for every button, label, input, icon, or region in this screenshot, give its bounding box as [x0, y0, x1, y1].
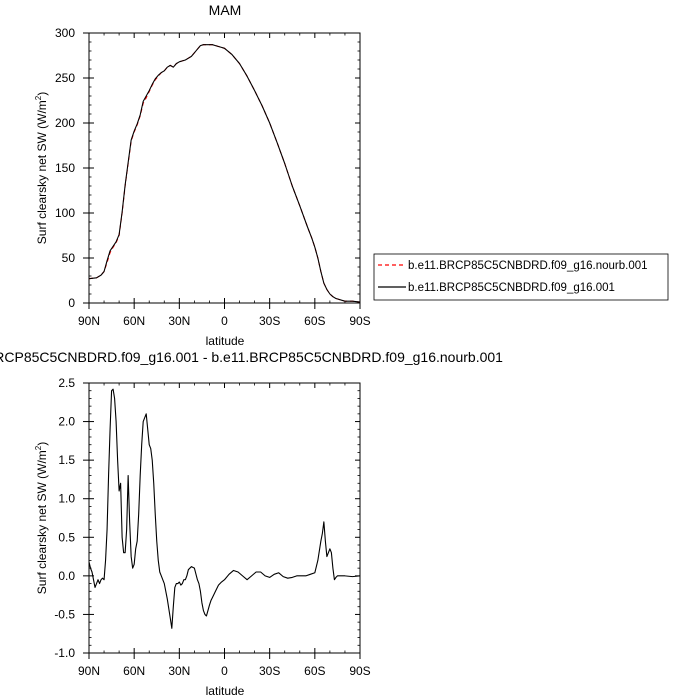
bottom-chart-series-group [88, 388, 361, 629]
bottom-chart-x-ticks: 90N 60N 30N 0 30S 60S 90S [78, 383, 371, 678]
series-line-1-0 [88, 388, 361, 629]
x-tick-label: 30S [259, 664, 280, 678]
y-tick-label: -1.0 [54, 646, 75, 660]
bottom-chart-x-axis-label: latitude [206, 684, 245, 698]
x-tick-label: 30S [259, 314, 280, 328]
x-tick-label: 60N [123, 664, 145, 678]
x-tick-label: 30N [168, 314, 190, 328]
legend-entry-urb: b.e11.BRCP85C5CNBDRD.f09_g16.001 [408, 282, 615, 294]
y-tick-label: 0.0 [58, 569, 75, 583]
top-chart-y-ticks: 0 50 100 150 200 250 300 [55, 26, 360, 310]
y-tick-label: 1.0 [58, 492, 75, 506]
y-tick-label: 200 [55, 116, 75, 130]
legend-box [373, 253, 669, 301]
x-tick-label: 90N [78, 664, 100, 678]
y-tick-label: 2.0 [58, 415, 75, 429]
x-tick-label: 90S [349, 664, 370, 678]
top-chart-series-group [88, 44, 361, 303]
y-tick-label: 2.5 [58, 376, 75, 390]
y-tick-label: 0 [68, 296, 75, 310]
x-tick-label: 60S [304, 314, 325, 328]
bottom-chart-y-axis-label: Surf clearsky net SW (W/m2) [34, 442, 49, 594]
y-tick-label: 150 [55, 161, 75, 175]
top-chart-title: MAM [209, 2, 242, 18]
top-chart-x-axis-label: latitude [206, 334, 245, 348]
bottom-chart-y-ticks: -1.0 -0.5 0.0 0.5 1.0 1.5 2.0 2.5 [54, 376, 360, 660]
y-tick-label: -0.5 [54, 607, 75, 621]
y-tick-label: 50 [62, 251, 76, 265]
y-tick-label: 300 [55, 26, 75, 40]
x-tick-label: 60N [123, 314, 145, 328]
series-line-0-1 [88, 44, 361, 303]
x-tick-label: 60S [304, 664, 325, 678]
x-tick-label: 0 [221, 314, 228, 328]
top-chart-legend: b.e11.BRCP85C5CNBDRD.f09_g16.nourb.001 b… [373, 253, 669, 301]
x-tick-label: 90S [349, 314, 370, 328]
legend-entry-nourb: b.e11.BRCP85C5CNBDRD.f09_g16.nourb.001 [408, 260, 648, 272]
top-chart-y-axis-label: Surf clearsky net SW (W/m2) [34, 92, 49, 244]
x-tick-label: 0 [221, 664, 228, 678]
top-chart-x-ticks: 90N 60N 30N 0 30S 60S 90S [78, 33, 371, 328]
y-tick-label: 250 [55, 71, 75, 85]
x-tick-label: 30N [168, 664, 190, 678]
bottom-chart: b.e11.BRCP85C5CNBDRD.f09_g16.001 - b.e11… [0, 349, 503, 698]
y-tick-label: 0.5 [58, 530, 75, 544]
y-tick-label: 1.5 [58, 453, 75, 467]
y-tick-label: 100 [55, 206, 75, 220]
bottom-chart-title: b.e11.BRCP85C5CNBDRD.f09_g16.001 - b.e11… [0, 349, 503, 365]
x-tick-label: 90N [78, 314, 100, 328]
